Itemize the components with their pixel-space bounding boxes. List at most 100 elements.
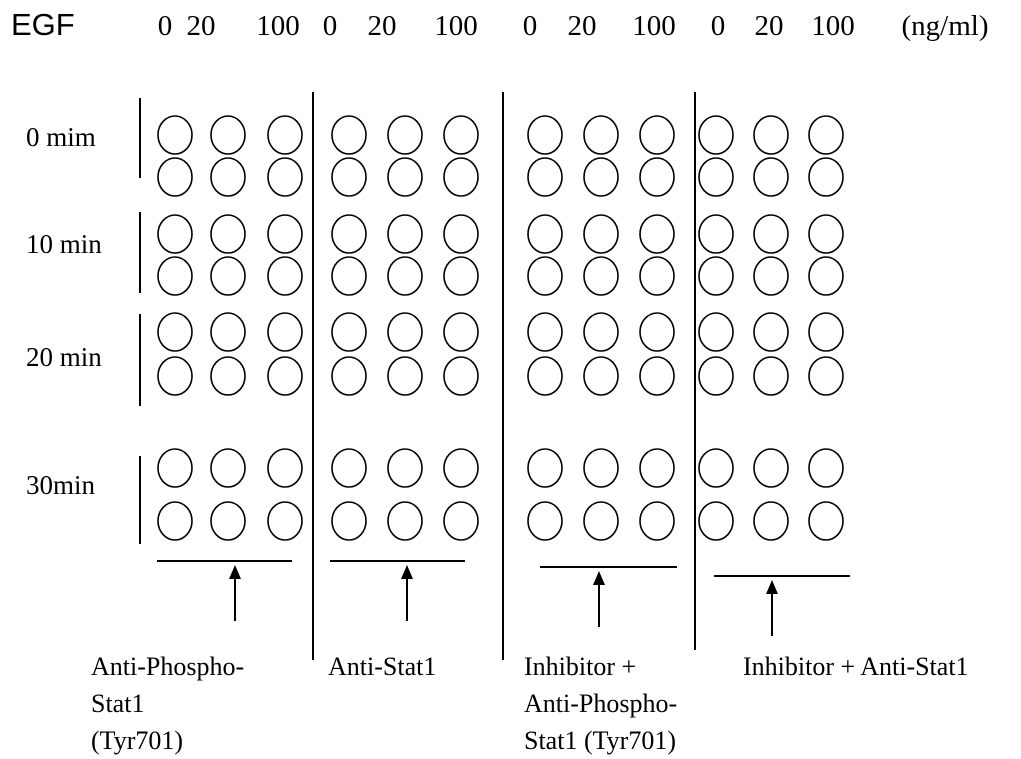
- blot-dot: [331, 157, 367, 197]
- blot-dot: [387, 448, 423, 488]
- blot-dot: [698, 115, 734, 155]
- blot-dot: [639, 501, 675, 541]
- egf-dose-label: 100: [811, 10, 855, 42]
- blot-dot: [267, 448, 303, 488]
- blot-dot: [267, 214, 303, 254]
- blot-dot: [331, 256, 367, 296]
- blot-dot: [157, 115, 193, 155]
- blot-dot: [808, 312, 844, 352]
- unit-label: (ng/ml): [902, 10, 989, 42]
- panel-caption: Anti-Stat1: [328, 652, 436, 681]
- panel-dividers: [312, 92, 696, 660]
- blot-dot: [443, 448, 479, 488]
- egf-dose-label: 0: [158, 10, 173, 42]
- blot-dot: [387, 312, 423, 352]
- blot-dot: [331, 356, 367, 396]
- blot-dot: [527, 115, 563, 155]
- blot-dot: [808, 214, 844, 254]
- egf-dose-label: 100: [632, 10, 676, 42]
- blot-dot: [583, 356, 619, 396]
- panel-caption: (Tyr701): [91, 726, 183, 755]
- blot-dot: [698, 501, 734, 541]
- blot-dot: [753, 448, 789, 488]
- blot-dot: [753, 157, 789, 197]
- blot-dot: [639, 115, 675, 155]
- blot-dot: [443, 312, 479, 352]
- timepoint-label: 30min: [26, 470, 96, 500]
- blot-dot: [210, 256, 246, 296]
- blot-dot: [808, 501, 844, 541]
- arrow-up-icon: [766, 580, 778, 594]
- blot-dot: [527, 214, 563, 254]
- blot-dot: [753, 312, 789, 352]
- blot-dot: [210, 157, 246, 197]
- blot-dot: [808, 115, 844, 155]
- timepoint-label: 0 mim: [26, 122, 96, 152]
- blot-dot: [639, 256, 675, 296]
- timepoint-label: 20 min: [26, 342, 102, 372]
- blot-dot: [698, 356, 734, 396]
- egf-dose-label: 0: [523, 10, 538, 42]
- blot-dot: [527, 256, 563, 296]
- blot-dot: [808, 448, 844, 488]
- blot-dot: [210, 356, 246, 396]
- blot-dot: [387, 356, 423, 396]
- egf-label: EGF: [11, 7, 75, 42]
- panel-caption: Inhibitor +: [524, 652, 636, 681]
- blot-dot: [527, 501, 563, 541]
- blot-dot: [639, 448, 675, 488]
- blot-dot: [639, 312, 675, 352]
- blot-dot: [639, 214, 675, 254]
- panel-caption: Inhibitor + Anti-Stat1: [743, 652, 969, 681]
- blot-dot: [331, 501, 367, 541]
- blot-dot: [753, 501, 789, 541]
- blot-dot: [753, 214, 789, 254]
- blot-dot: [331, 448, 367, 488]
- panel-caption: Stat1 (Tyr701): [524, 726, 676, 755]
- blot-dot: [443, 115, 479, 155]
- egf-dose-label: 20: [568, 10, 597, 42]
- blot-dot: [210, 214, 246, 254]
- blot-dot: [267, 157, 303, 197]
- blot-dot: [753, 356, 789, 396]
- blot-dot: [698, 312, 734, 352]
- blot-dot: [331, 115, 367, 155]
- arrow-up-icon: [593, 571, 605, 585]
- egf-dose-label: 0: [711, 10, 726, 42]
- blot-dot: [583, 312, 619, 352]
- blot-dot: [331, 214, 367, 254]
- blot-dot: [443, 256, 479, 296]
- blot-dot: [753, 256, 789, 296]
- panel-caption: Anti-Phospho-: [91, 652, 244, 681]
- blot-dot: [331, 312, 367, 352]
- blot-dot: [157, 448, 193, 488]
- blot-dot: [387, 214, 423, 254]
- egf-dose-label: 100: [434, 10, 478, 42]
- blot-dot: [267, 256, 303, 296]
- egf-dose-label: 20: [368, 10, 397, 42]
- blot-dot: [387, 115, 423, 155]
- panel-caption: Anti-Phospho-: [524, 689, 677, 718]
- blot-dot: [157, 356, 193, 396]
- blot-dot: [698, 448, 734, 488]
- egf-dose-label: 20: [755, 10, 784, 42]
- blot-dot: [698, 157, 734, 197]
- blot-dot: [210, 115, 246, 155]
- egf-dose-label: 100: [256, 10, 300, 42]
- header: EGF 0 20 100 0 20 100 0 20 100 0 20 100 (ng/ml): [11, 7, 989, 42]
- panel-captions: Anti-Phospho- Stat1 (Tyr701) Anti-Stat1 Inhi…: [91, 652, 969, 755]
- blot-dot: [267, 501, 303, 541]
- blot-dot: [583, 214, 619, 254]
- panel-caption: Stat1: [91, 689, 144, 718]
- blot-dot: [583, 448, 619, 488]
- blot-dot: [443, 157, 479, 197]
- blot-dot: [443, 501, 479, 541]
- blot-dot: [698, 256, 734, 296]
- blot-dot: [527, 356, 563, 396]
- blot-dot: [527, 448, 563, 488]
- blot-dot: [583, 256, 619, 296]
- blot-dot: [267, 115, 303, 155]
- blot-dot: [583, 115, 619, 155]
- row-labels: 0 mim 10 min 20 min 30min: [26, 122, 102, 500]
